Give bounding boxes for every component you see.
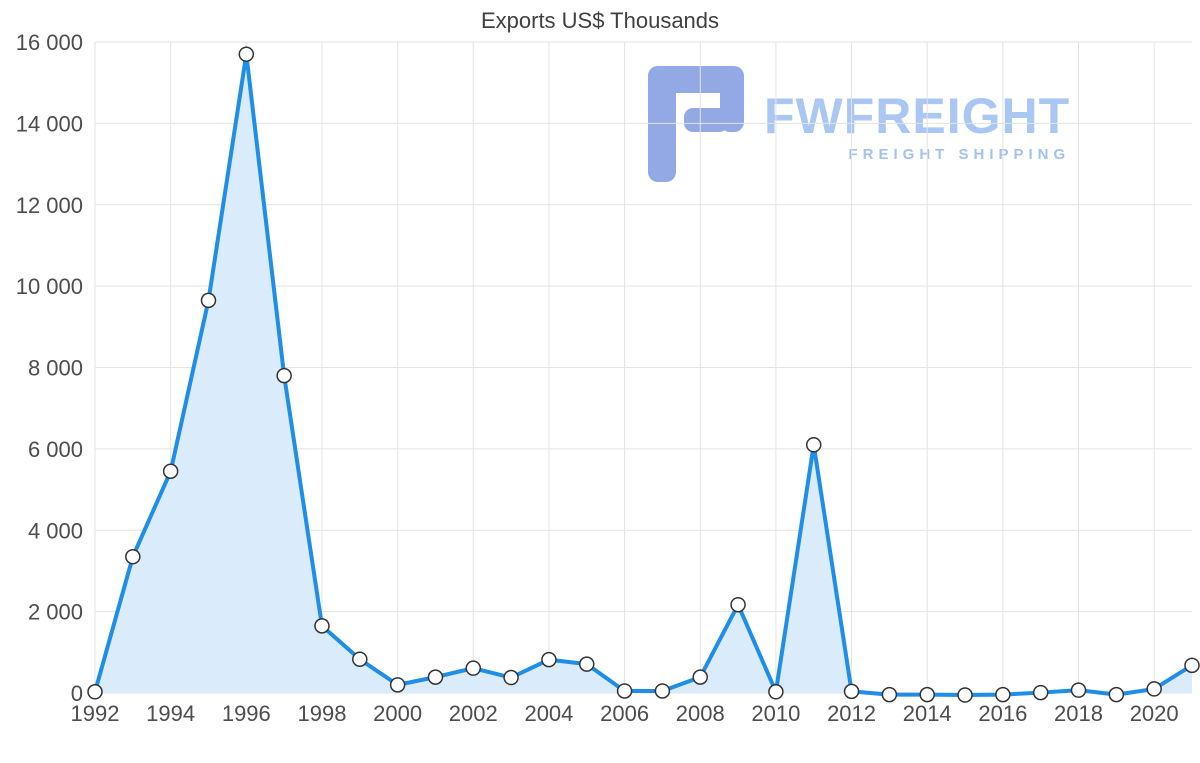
y-axis-tick-label: 2 000 [28, 600, 83, 625]
data-point-marker [919, 686, 935, 703]
chart-title: Exports US$ Thousands [480, 8, 720, 33]
data-point-marker [881, 686, 898, 703]
data-point-marker [1032, 684, 1049, 701]
x-axis-tick-label: 2008 [676, 701, 725, 726]
data-point-marker [238, 46, 255, 62]
data-point-marker [654, 683, 671, 699]
data-point-marker [995, 686, 1011, 703]
x-axis-tick-label: 2014 [903, 701, 952, 726]
x-axis-tick-label: 2020 [1130, 701, 1179, 726]
data-point-marker [1184, 657, 1200, 674]
data-point-marker [352, 651, 368, 667]
y-axis-tick-label: 4 000 [28, 518, 83, 543]
y-axis-tick-label: 14 000 [16, 111, 83, 136]
data-point-marker [314, 618, 330, 634]
y-axis-tick-label: 0 [71, 681, 83, 706]
data-point-marker [805, 437, 822, 453]
data-point-marker [541, 651, 557, 668]
x-axis-tick-label: 2006 [600, 701, 649, 726]
data-point-marker [125, 548, 141, 565]
y-axis-tick-label: 12 000 [16, 193, 83, 218]
x-axis-tick-label: 1992 [71, 701, 120, 726]
data-point-marker [1146, 681, 1162, 697]
x-axis-tick-label: 2012 [827, 701, 876, 726]
y-axis-tick-label: 8 000 [28, 356, 83, 381]
series-area-fill [95, 54, 1192, 696]
data-point-marker [768, 684, 784, 700]
x-axis-tick-label: 2000 [373, 701, 422, 726]
data-point-marker [616, 683, 633, 699]
data-point-marker [692, 669, 708, 685]
data-point-marker [162, 463, 179, 480]
y-axis-tick-label: 10 000 [16, 274, 83, 299]
data-point-marker [276, 367, 292, 384]
data-point-marker [389, 677, 406, 693]
x-axis-tick-label: 1994 [146, 701, 195, 726]
data-point-marker [465, 660, 482, 676]
y-axis-tick-label: 6 000 [28, 437, 83, 462]
data-point-marker [200, 292, 217, 309]
data-point-marker [843, 683, 860, 700]
data-point-marker [87, 684, 103, 700]
y-axis-tick-label: 16 000 [16, 30, 83, 55]
data-point-marker [503, 669, 519, 686]
x-axis-tick-label: 2016 [978, 701, 1027, 726]
x-axis-tick-label: 2018 [1054, 701, 1103, 726]
x-axis-tick-label: 2002 [449, 701, 498, 726]
x-axis-tick-label: 1996 [222, 701, 271, 726]
data-point-marker [427, 669, 444, 685]
data-point-marker [730, 596, 746, 613]
data-point-marker [1108, 686, 1125, 703]
x-axis-tick-label: 2004 [524, 701, 573, 726]
data-point-marker [957, 687, 973, 703]
data-point-marker [579, 656, 595, 672]
data-point-marker [1070, 682, 1087, 698]
x-axis-tick-label: 1998 [297, 701, 346, 726]
x-axis-tick-label: 2010 [751, 701, 800, 726]
